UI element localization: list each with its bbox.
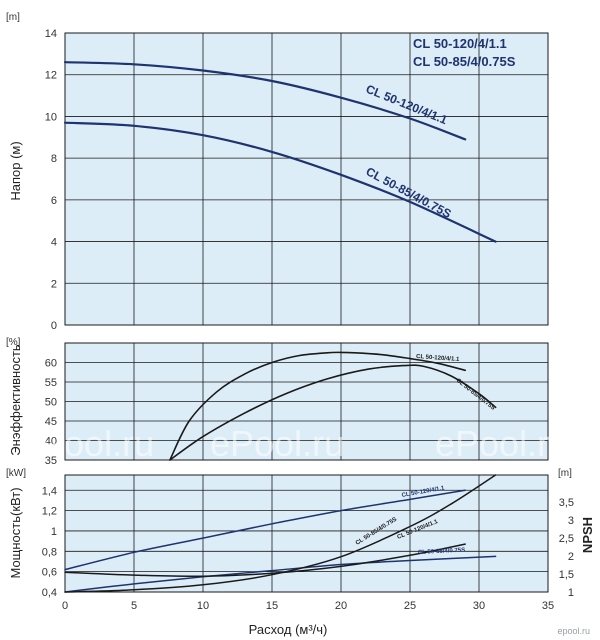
x-tick-label: 10 bbox=[197, 600, 209, 612]
watermark-1: ePool.ru bbox=[20, 423, 154, 464]
y2-tick-label: 1,5 bbox=[559, 569, 574, 581]
site-logo: epool.ru bbox=[557, 626, 590, 636]
y2-tick-label: 1 bbox=[568, 587, 574, 599]
y-tick-label: 10 bbox=[45, 111, 57, 123]
npsh-axis-title: NPSH bbox=[580, 517, 595, 553]
y-tick-label: 0,4 bbox=[42, 587, 57, 599]
y-tick-label: 6 bbox=[51, 195, 57, 207]
x-tick-label: 30 bbox=[473, 600, 485, 612]
y-tick-label: 50 bbox=[45, 397, 57, 409]
series-line bbox=[64, 489, 466, 571]
head-unit-label: [m] bbox=[6, 12, 20, 23]
legend-entry-1: CL 50-120/4/1.1 bbox=[413, 36, 507, 51]
y-tick-label: 2 bbox=[51, 278, 57, 290]
series-line bbox=[63, 121, 497, 243]
y-tick-label: 40 bbox=[45, 436, 57, 448]
power-npsh-panel: 0,4 0,6 0,8 1 1,2 1,4 1 1,5 2 2,5 3 3,5 0 5 10 15 20 25 30… bbox=[42, 474, 574, 612]
x-tick-label: 20 bbox=[335, 600, 347, 612]
efficiency-unit-label: [%] bbox=[6, 337, 21, 348]
power-axis-title: Мощность(кВт) bbox=[8, 487, 23, 578]
series-line bbox=[63, 61, 467, 141]
y2-tick-label: 2 bbox=[568, 551, 574, 563]
flow-axis-title: Расход (м³/ч) bbox=[249, 622, 328, 637]
efficiency-axis-title: Энэффективность bbox=[8, 344, 23, 456]
x-tick-label: 5 bbox=[131, 600, 137, 612]
efficiency-panel: 35 40 45 50 55 60 bbox=[45, 342, 549, 467]
plot-frame bbox=[64, 474, 549, 593]
y-tick-label: 14 bbox=[45, 28, 57, 40]
series-line bbox=[169, 364, 497, 461]
y-tick-label: 8 bbox=[51, 153, 57, 165]
series-line bbox=[64, 474, 497, 593]
series-line bbox=[169, 351, 466, 461]
y-tick-label: 1 bbox=[51, 526, 57, 538]
head-axis-title: Напор (м) bbox=[8, 141, 23, 200]
y-tick-label: 35 bbox=[45, 455, 57, 467]
y-tick-label: 12 bbox=[45, 70, 57, 82]
y-tick-label: 55 bbox=[45, 377, 57, 389]
y-tick-label: 1,4 bbox=[42, 485, 57, 497]
x-tick-label: 25 bbox=[404, 600, 416, 612]
y-tick-label: 4 bbox=[51, 237, 57, 249]
series-line bbox=[64, 555, 497, 593]
power-curve-label-2: CL 50-85/4/0.75S bbox=[418, 548, 466, 556]
series-line bbox=[64, 543, 466, 578]
plot-frame bbox=[64, 342, 549, 461]
y-tick-label: 0,6 bbox=[42, 567, 57, 579]
eff-curve-label-1: CL 50-120/4/1.1 bbox=[416, 354, 460, 363]
x-tick-label: 15 bbox=[266, 600, 278, 612]
plot-area bbox=[65, 33, 548, 325]
legend-entry-2: CL 50-85/4/0.75S bbox=[413, 54, 516, 69]
plot-frame bbox=[64, 32, 549, 326]
y-tick-label: 60 bbox=[45, 358, 57, 370]
y-tick-label: 45 bbox=[45, 416, 57, 428]
head-panel: 0 2 4 6 8 10 12 14 bbox=[45, 28, 549, 332]
y2-tick-label: 3 bbox=[568, 515, 574, 527]
y-tick-label: 0,8 bbox=[42, 546, 57, 558]
x-tick-label: 35 bbox=[542, 600, 554, 612]
y-tick-label: 1,2 bbox=[42, 506, 57, 518]
y2-tick-label: 3,5 bbox=[559, 497, 574, 509]
watermark-2: ePool.ru bbox=[210, 423, 344, 464]
y-tick-label: 0 bbox=[51, 320, 57, 332]
y2-tick-label: 2,5 bbox=[559, 533, 574, 545]
watermark-3: ePool.ru bbox=[435, 423, 569, 464]
plot-area bbox=[65, 475, 548, 592]
power-unit-label: [kW] bbox=[6, 468, 26, 479]
x-tick-label: 0 bbox=[62, 600, 68, 612]
npsh-unit-label: [m] bbox=[558, 468, 572, 479]
